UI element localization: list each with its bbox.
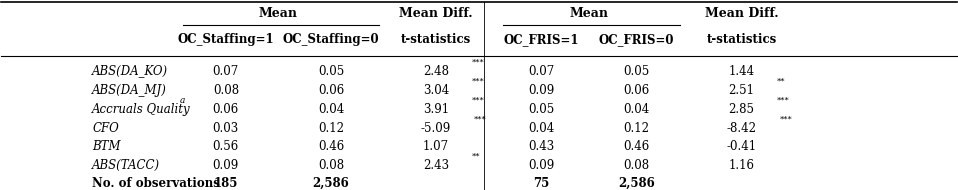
Text: 0.03: 0.03 <box>213 122 239 135</box>
Text: 2,586: 2,586 <box>312 177 350 190</box>
Text: 0.46: 0.46 <box>318 140 344 153</box>
Text: 0.07: 0.07 <box>528 65 555 78</box>
Text: 0.46: 0.46 <box>624 140 650 153</box>
Text: -5.09: -5.09 <box>421 122 451 135</box>
Text: BTM: BTM <box>92 140 121 153</box>
Text: **: ** <box>777 78 786 86</box>
Text: 0.56: 0.56 <box>213 140 239 153</box>
Text: OC_FRIS=1: OC_FRIS=1 <box>503 33 579 46</box>
Text: Mean: Mean <box>259 7 298 20</box>
Text: 1.07: 1.07 <box>422 140 449 153</box>
Text: No. of observations: No. of observations <box>92 177 220 190</box>
Text: ***: *** <box>780 116 792 124</box>
Text: 0.09: 0.09 <box>528 159 555 172</box>
Text: 2.85: 2.85 <box>729 103 755 116</box>
Text: -0.41: -0.41 <box>726 140 757 153</box>
Text: ABS(DA_KO): ABS(DA_KO) <box>92 65 169 78</box>
Text: Mean Diff.: Mean Diff. <box>399 7 473 20</box>
Text: ***: *** <box>471 58 484 66</box>
Text: 0.05: 0.05 <box>318 65 344 78</box>
Text: 2,586: 2,586 <box>618 177 655 190</box>
Text: 0.06: 0.06 <box>624 84 650 97</box>
Text: 0.05: 0.05 <box>624 65 650 78</box>
Text: 0.43: 0.43 <box>528 140 555 153</box>
Text: 3.91: 3.91 <box>422 103 449 116</box>
Text: Mean: Mean <box>569 7 608 20</box>
Text: Mean Diff.: Mean Diff. <box>705 7 779 20</box>
Text: 0.08: 0.08 <box>624 159 650 172</box>
Text: 3.04: 3.04 <box>422 84 449 97</box>
Text: ABS(TACC): ABS(TACC) <box>92 159 160 172</box>
Text: 185: 185 <box>214 177 238 190</box>
Text: 0.12: 0.12 <box>624 122 650 135</box>
Text: 0.07: 0.07 <box>213 65 239 78</box>
Text: OC_Staffing=0: OC_Staffing=0 <box>283 33 379 46</box>
Text: ***: *** <box>471 78 484 86</box>
Text: ***: *** <box>471 97 484 105</box>
Text: 0.09: 0.09 <box>213 159 239 172</box>
Text: OC_Staffing=1: OC_Staffing=1 <box>177 33 274 46</box>
Text: 0.04: 0.04 <box>318 103 344 116</box>
Text: 0.09: 0.09 <box>528 84 555 97</box>
Text: t-statistics: t-statistics <box>400 33 471 46</box>
Text: a: a <box>180 96 186 105</box>
Text: 0.06: 0.06 <box>213 103 239 116</box>
Text: 0.12: 0.12 <box>318 122 344 135</box>
Text: t-statistics: t-statistics <box>707 33 777 46</box>
Text: ***: *** <box>474 116 487 124</box>
Text: 1.16: 1.16 <box>729 159 755 172</box>
Text: CFO: CFO <box>92 122 119 135</box>
Text: 2.43: 2.43 <box>422 159 449 172</box>
Text: ABS(DA_MJ): ABS(DA_MJ) <box>92 84 167 97</box>
Text: 0.04: 0.04 <box>624 103 650 116</box>
Text: OC_FRIS=0: OC_FRIS=0 <box>599 33 674 46</box>
Text: **: ** <box>471 152 480 160</box>
Text: 0.08: 0.08 <box>318 159 344 172</box>
Text: -8.42: -8.42 <box>727 122 757 135</box>
Text: 2.51: 2.51 <box>729 84 755 97</box>
Text: ***: *** <box>777 97 789 105</box>
Text: Accruals Quality: Accruals Quality <box>92 103 194 116</box>
Text: 0.05: 0.05 <box>528 103 555 116</box>
Text: 2.48: 2.48 <box>423 65 449 78</box>
Text: 75: 75 <box>533 177 549 190</box>
Text: 0.08: 0.08 <box>213 84 239 97</box>
Text: 0.04: 0.04 <box>528 122 555 135</box>
Text: 0.06: 0.06 <box>318 84 344 97</box>
Text: 1.44: 1.44 <box>729 65 755 78</box>
